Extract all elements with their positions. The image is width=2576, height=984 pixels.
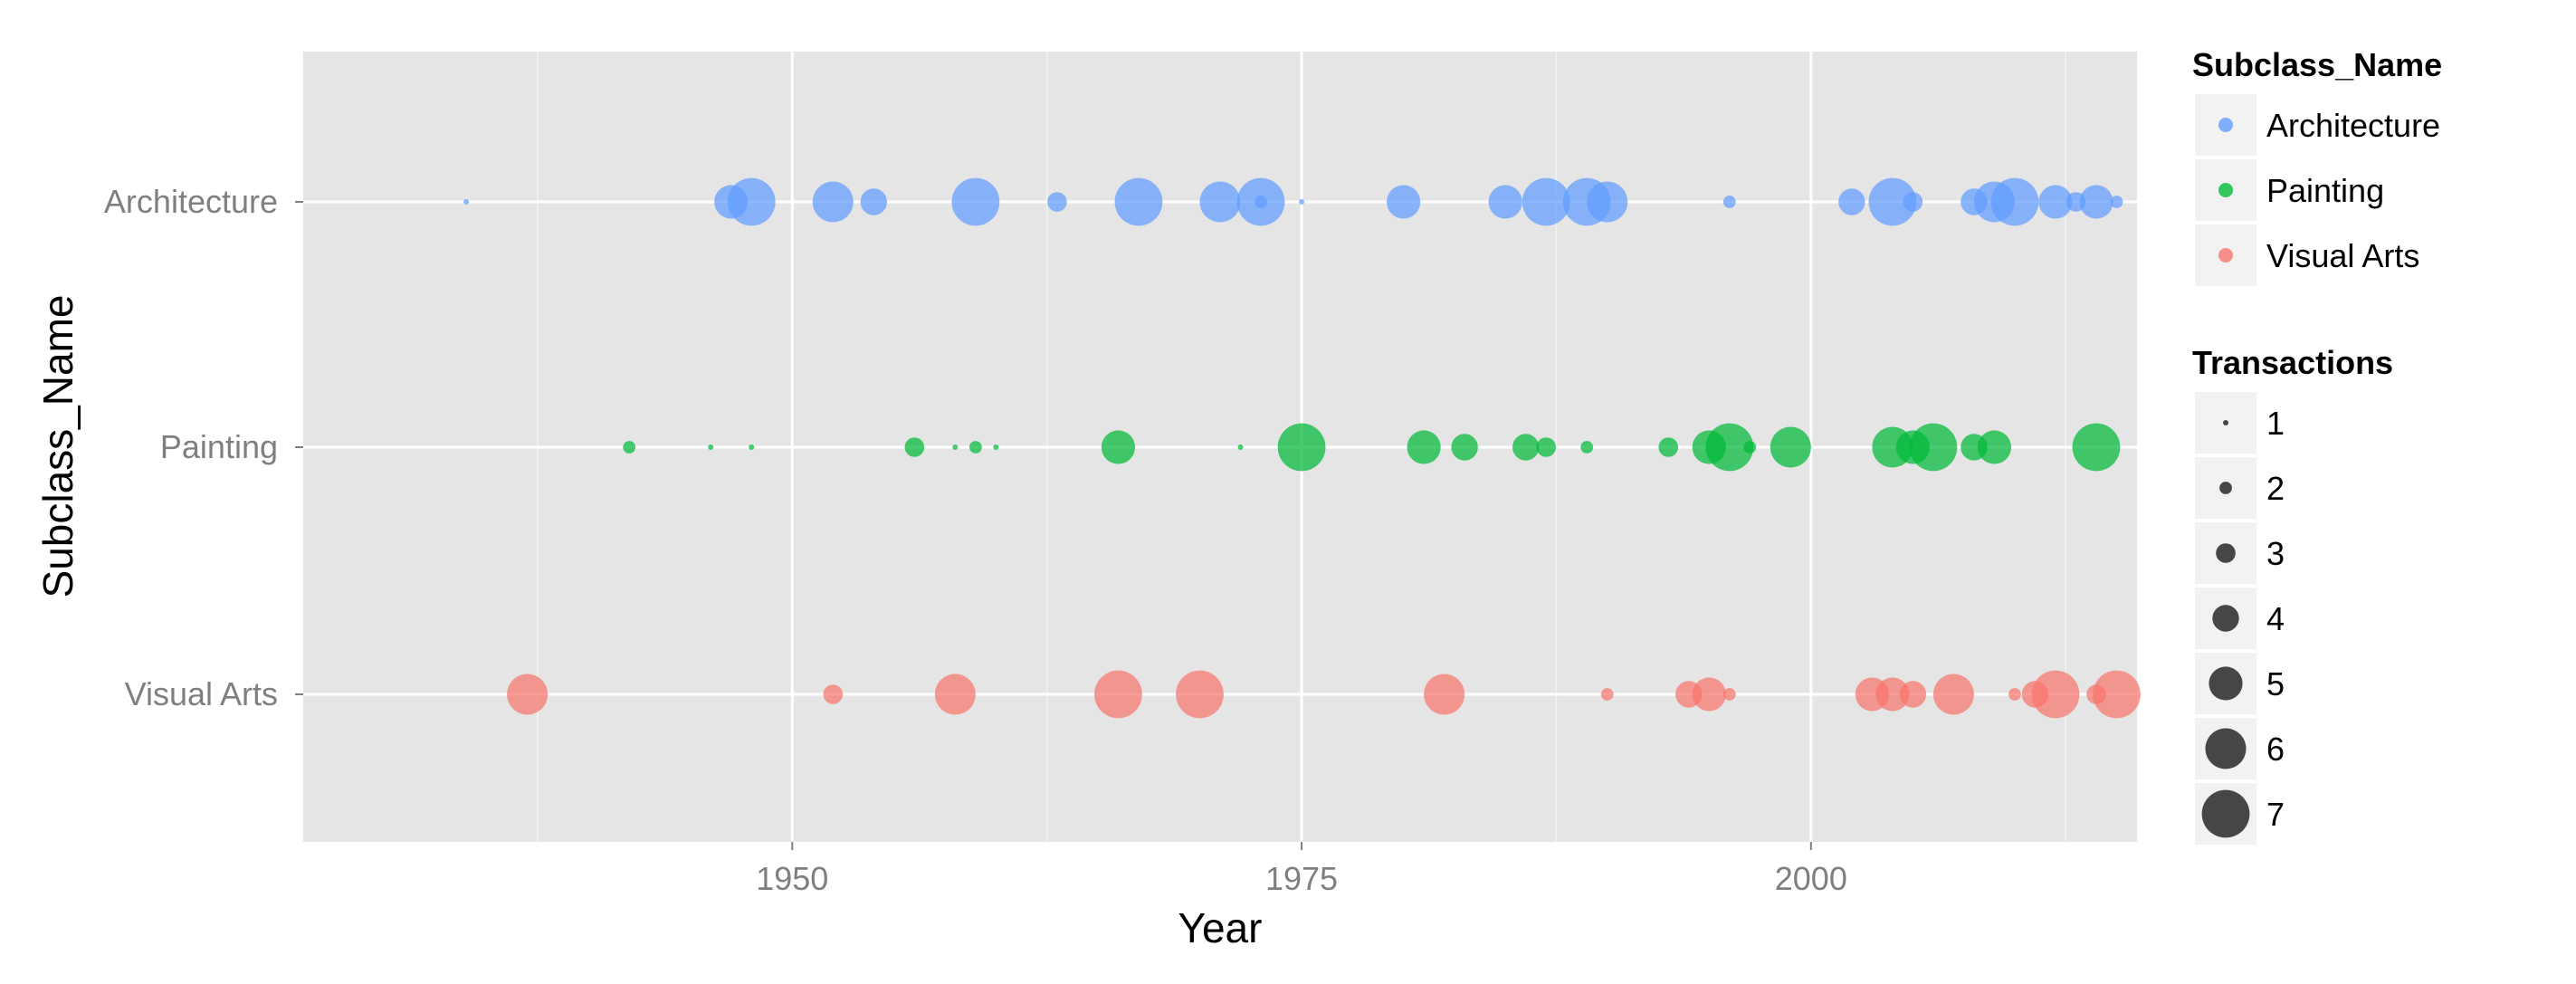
legend-size-label: 5	[2266, 665, 2285, 702]
data-point	[904, 437, 925, 457]
data-point	[727, 177, 776, 226]
data-point	[1903, 192, 1923, 212]
data-point	[1722, 688, 1736, 701]
data-point	[2038, 185, 2073, 219]
size-legend-title: Transactions	[2192, 344, 2393, 381]
data-point	[1237, 444, 1244, 450]
legend-size-label: 7	[2266, 796, 2285, 833]
legend-color-dot	[2218, 118, 2233, 132]
x-tick-label: 2000	[1775, 860, 1847, 897]
data-point	[2093, 670, 2141, 719]
data-point	[823, 684, 844, 704]
data-point	[1176, 670, 1224, 719]
y-tick-label: Painting	[160, 428, 278, 465]
y-tick-label: Visual Arts	[125, 675, 278, 712]
data-point	[1658, 437, 1679, 457]
data-point	[1255, 196, 1267, 208]
data-point	[1522, 177, 1570, 226]
legend-color-label: Architecture	[2266, 107, 2440, 144]
data-point	[1094, 670, 1142, 719]
legend-size-dot	[2201, 789, 2250, 838]
legend-size-label: 1	[2266, 405, 2285, 442]
data-point	[1047, 192, 1067, 212]
color-legend-title: Subclass_Name	[2192, 46, 2442, 83]
data-point	[951, 177, 1000, 226]
data-point	[1199, 181, 1241, 223]
data-point	[1899, 681, 1927, 708]
legend-size-dot	[2212, 605, 2239, 632]
y-axis-title: Subclass_Name	[34, 295, 81, 598]
legend-size-dot	[2216, 543, 2236, 563]
legend-size-dot	[2205, 728, 2247, 769]
data-point	[1875, 677, 1910, 712]
legend-size-dot	[2209, 666, 2243, 701]
data-point	[2072, 423, 2121, 472]
data-point	[1743, 441, 1757, 454]
data-point	[1488, 185, 1522, 219]
data-point	[1536, 437, 1556, 457]
data-points	[463, 177, 2141, 719]
data-point	[952, 444, 959, 450]
data-point	[860, 188, 888, 215]
data-point	[812, 181, 854, 223]
data-point	[1770, 426, 1811, 468]
data-point	[1101, 430, 1136, 464]
data-point	[993, 444, 999, 450]
x-tick-label: 1950	[756, 860, 828, 897]
color-legend: Subclass_Name Architecture Painting Visual…	[2192, 46, 2442, 286]
data-point	[1114, 177, 1163, 226]
data-point	[934, 674, 976, 715]
legend-color-label: Painting	[2266, 172, 2384, 209]
data-point	[749, 444, 755, 450]
data-point	[507, 674, 549, 715]
data-point	[1587, 181, 1628, 223]
data-point	[1838, 188, 1865, 215]
data-point	[1407, 430, 1441, 464]
data-point	[1990, 177, 2039, 226]
data-point	[1705, 423, 1754, 472]
legend-size-dot	[2219, 482, 2232, 494]
legend-color-dot	[2218, 183, 2233, 197]
data-point	[1977, 430, 2012, 464]
data-point	[1277, 423, 1326, 472]
data-point	[1932, 674, 1974, 715]
axes: 1950 1975 2000 Architecture Painting Visual A…	[104, 183, 1847, 897]
data-point	[1512, 434, 1540, 461]
legend-size-dot	[2223, 420, 2228, 425]
data-point	[1722, 196, 1736, 208]
legend-size-label: 2	[2266, 470, 2285, 507]
data-point	[1692, 677, 1726, 712]
y-tick-label: Architecture	[104, 183, 278, 220]
size-legend: Transactions 1 2 3 4 5 6 7	[2192, 344, 2393, 845]
data-point	[2079, 185, 2113, 219]
data-point	[463, 199, 470, 205]
data-point	[708, 444, 714, 450]
data-point	[1909, 423, 1958, 472]
data-point	[1868, 177, 1917, 226]
data-point	[1299, 199, 1305, 205]
x-axis-title: Year	[1178, 904, 1263, 951]
data-point	[1387, 185, 1421, 219]
legend-color-label: Visual Arts	[2266, 237, 2419, 274]
x-tick-label: 1975	[1265, 860, 1338, 897]
data-point	[1451, 434, 1478, 461]
legend-size-label: 6	[2266, 731, 2285, 768]
data-point	[968, 441, 982, 454]
data-point	[2008, 688, 2021, 701]
data-point	[1424, 674, 1465, 715]
data-point	[1580, 441, 1594, 454]
data-point	[623, 441, 636, 454]
legend-size-label: 4	[2266, 600, 2285, 637]
data-point	[2031, 670, 2080, 719]
data-point	[2110, 196, 2123, 208]
legend-color-dot	[2218, 248, 2233, 263]
data-point	[1600, 688, 1614, 701]
legend-size-label: 3	[2266, 535, 2285, 572]
